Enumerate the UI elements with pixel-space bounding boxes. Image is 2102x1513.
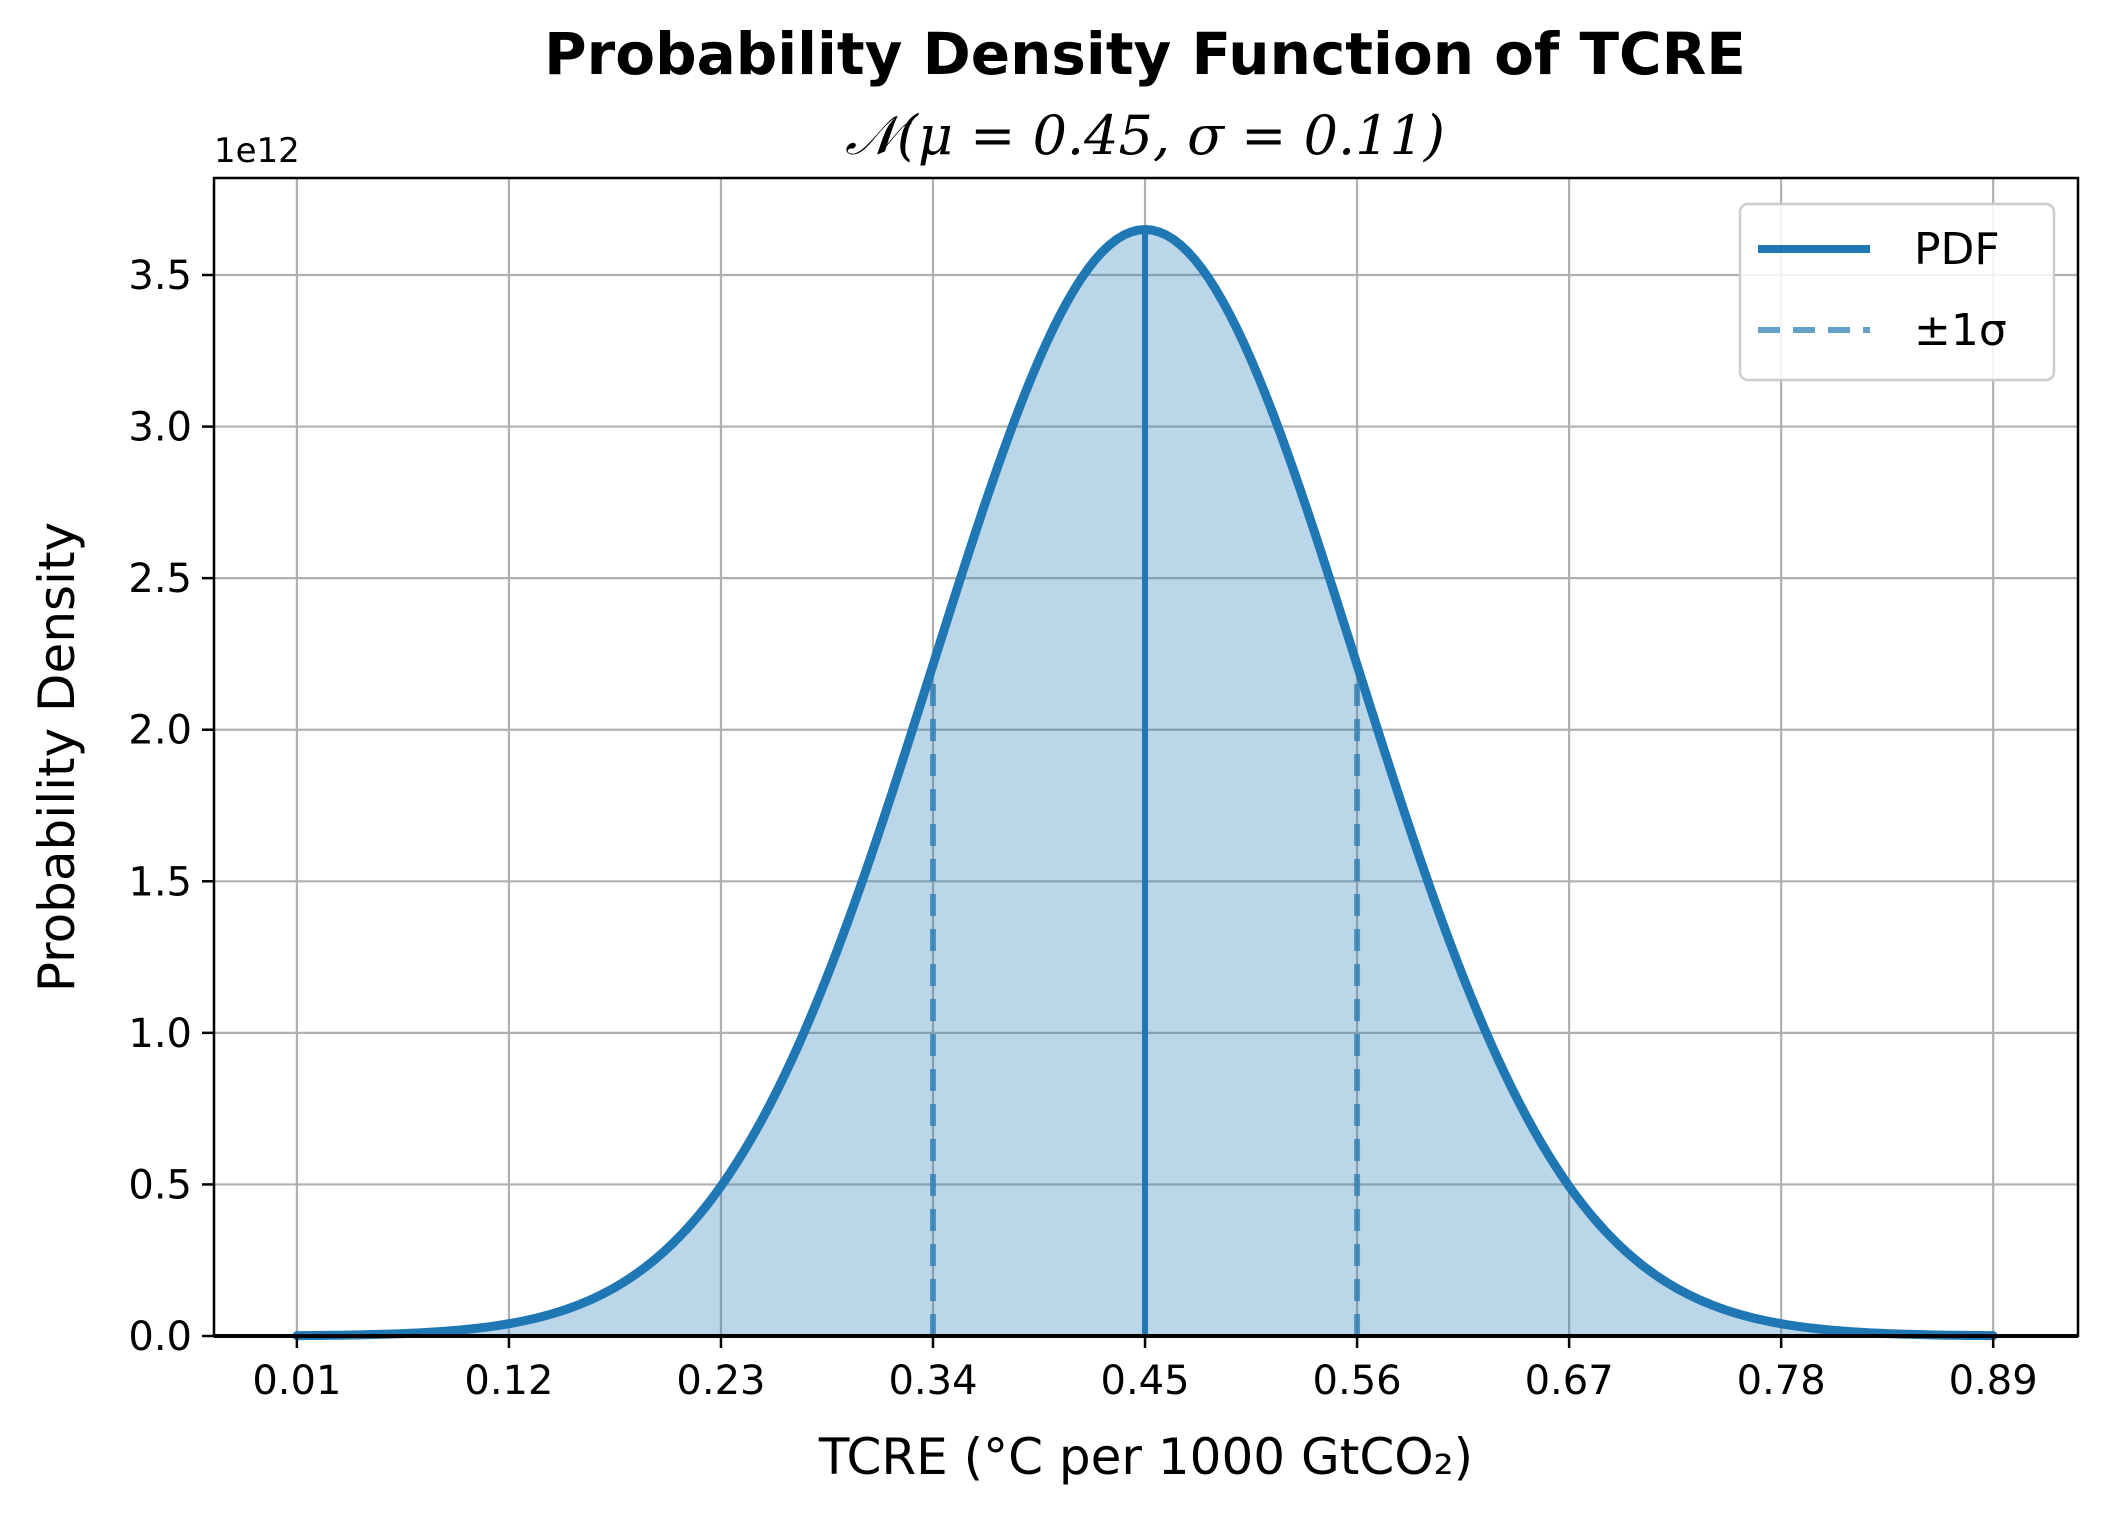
y-tick-label: 2.5 xyxy=(128,556,192,602)
legend: PDF ±1σ xyxy=(1738,202,2056,382)
x-tick-label: 0.45 xyxy=(1101,1358,1190,1404)
legend-sigma-label: ±1σ xyxy=(1914,305,2007,356)
x-tick-label: 0.56 xyxy=(1313,1358,1402,1404)
legend-pdf-label: PDF xyxy=(1914,224,2000,275)
x-tick-label: 0.34 xyxy=(888,1358,977,1404)
x-tick-label: 0.89 xyxy=(1949,1358,2038,1404)
y-tick-label: 3.5 xyxy=(128,253,192,299)
chart-title: Probability Density Function of TCRE xyxy=(544,20,1746,88)
chart-subtitle: 𝒩(μ = 0.45, σ = 0.11) xyxy=(845,104,1445,167)
plot-lines xyxy=(292,225,1998,1341)
x-tick-label: 0.12 xyxy=(464,1358,553,1404)
x-tick-label: 0.78 xyxy=(1737,1358,1826,1404)
y-tick-label: 2.0 xyxy=(128,708,192,754)
pdf-curve xyxy=(292,225,1998,1341)
x-tick-label: 0.67 xyxy=(1525,1358,1614,1404)
y-offset-label: 1e12 xyxy=(214,131,300,171)
x-axis-label: TCRE (°C per 1000 GtCO₂) xyxy=(818,1428,1473,1486)
y-tick-label: 1.5 xyxy=(128,859,192,905)
y-tick-label: 1.0 xyxy=(128,1011,192,1057)
y-axis-label: Probability Density xyxy=(28,522,86,992)
axis-ticks: 0.01 0.12 0.23 0.34 0.45 0.56 0.67 0.78 0.89 0.0 0… xyxy=(128,253,2037,1404)
y-tick-label: 0.5 xyxy=(128,1162,192,1208)
y-tick-label: 3.0 xyxy=(128,405,192,451)
y-tick-label: 0.0 xyxy=(128,1314,192,1360)
legend-box xyxy=(1738,202,2056,382)
x-tick-label: 0.01 xyxy=(252,1358,341,1404)
x-tick-label: 0.23 xyxy=(676,1358,765,1404)
